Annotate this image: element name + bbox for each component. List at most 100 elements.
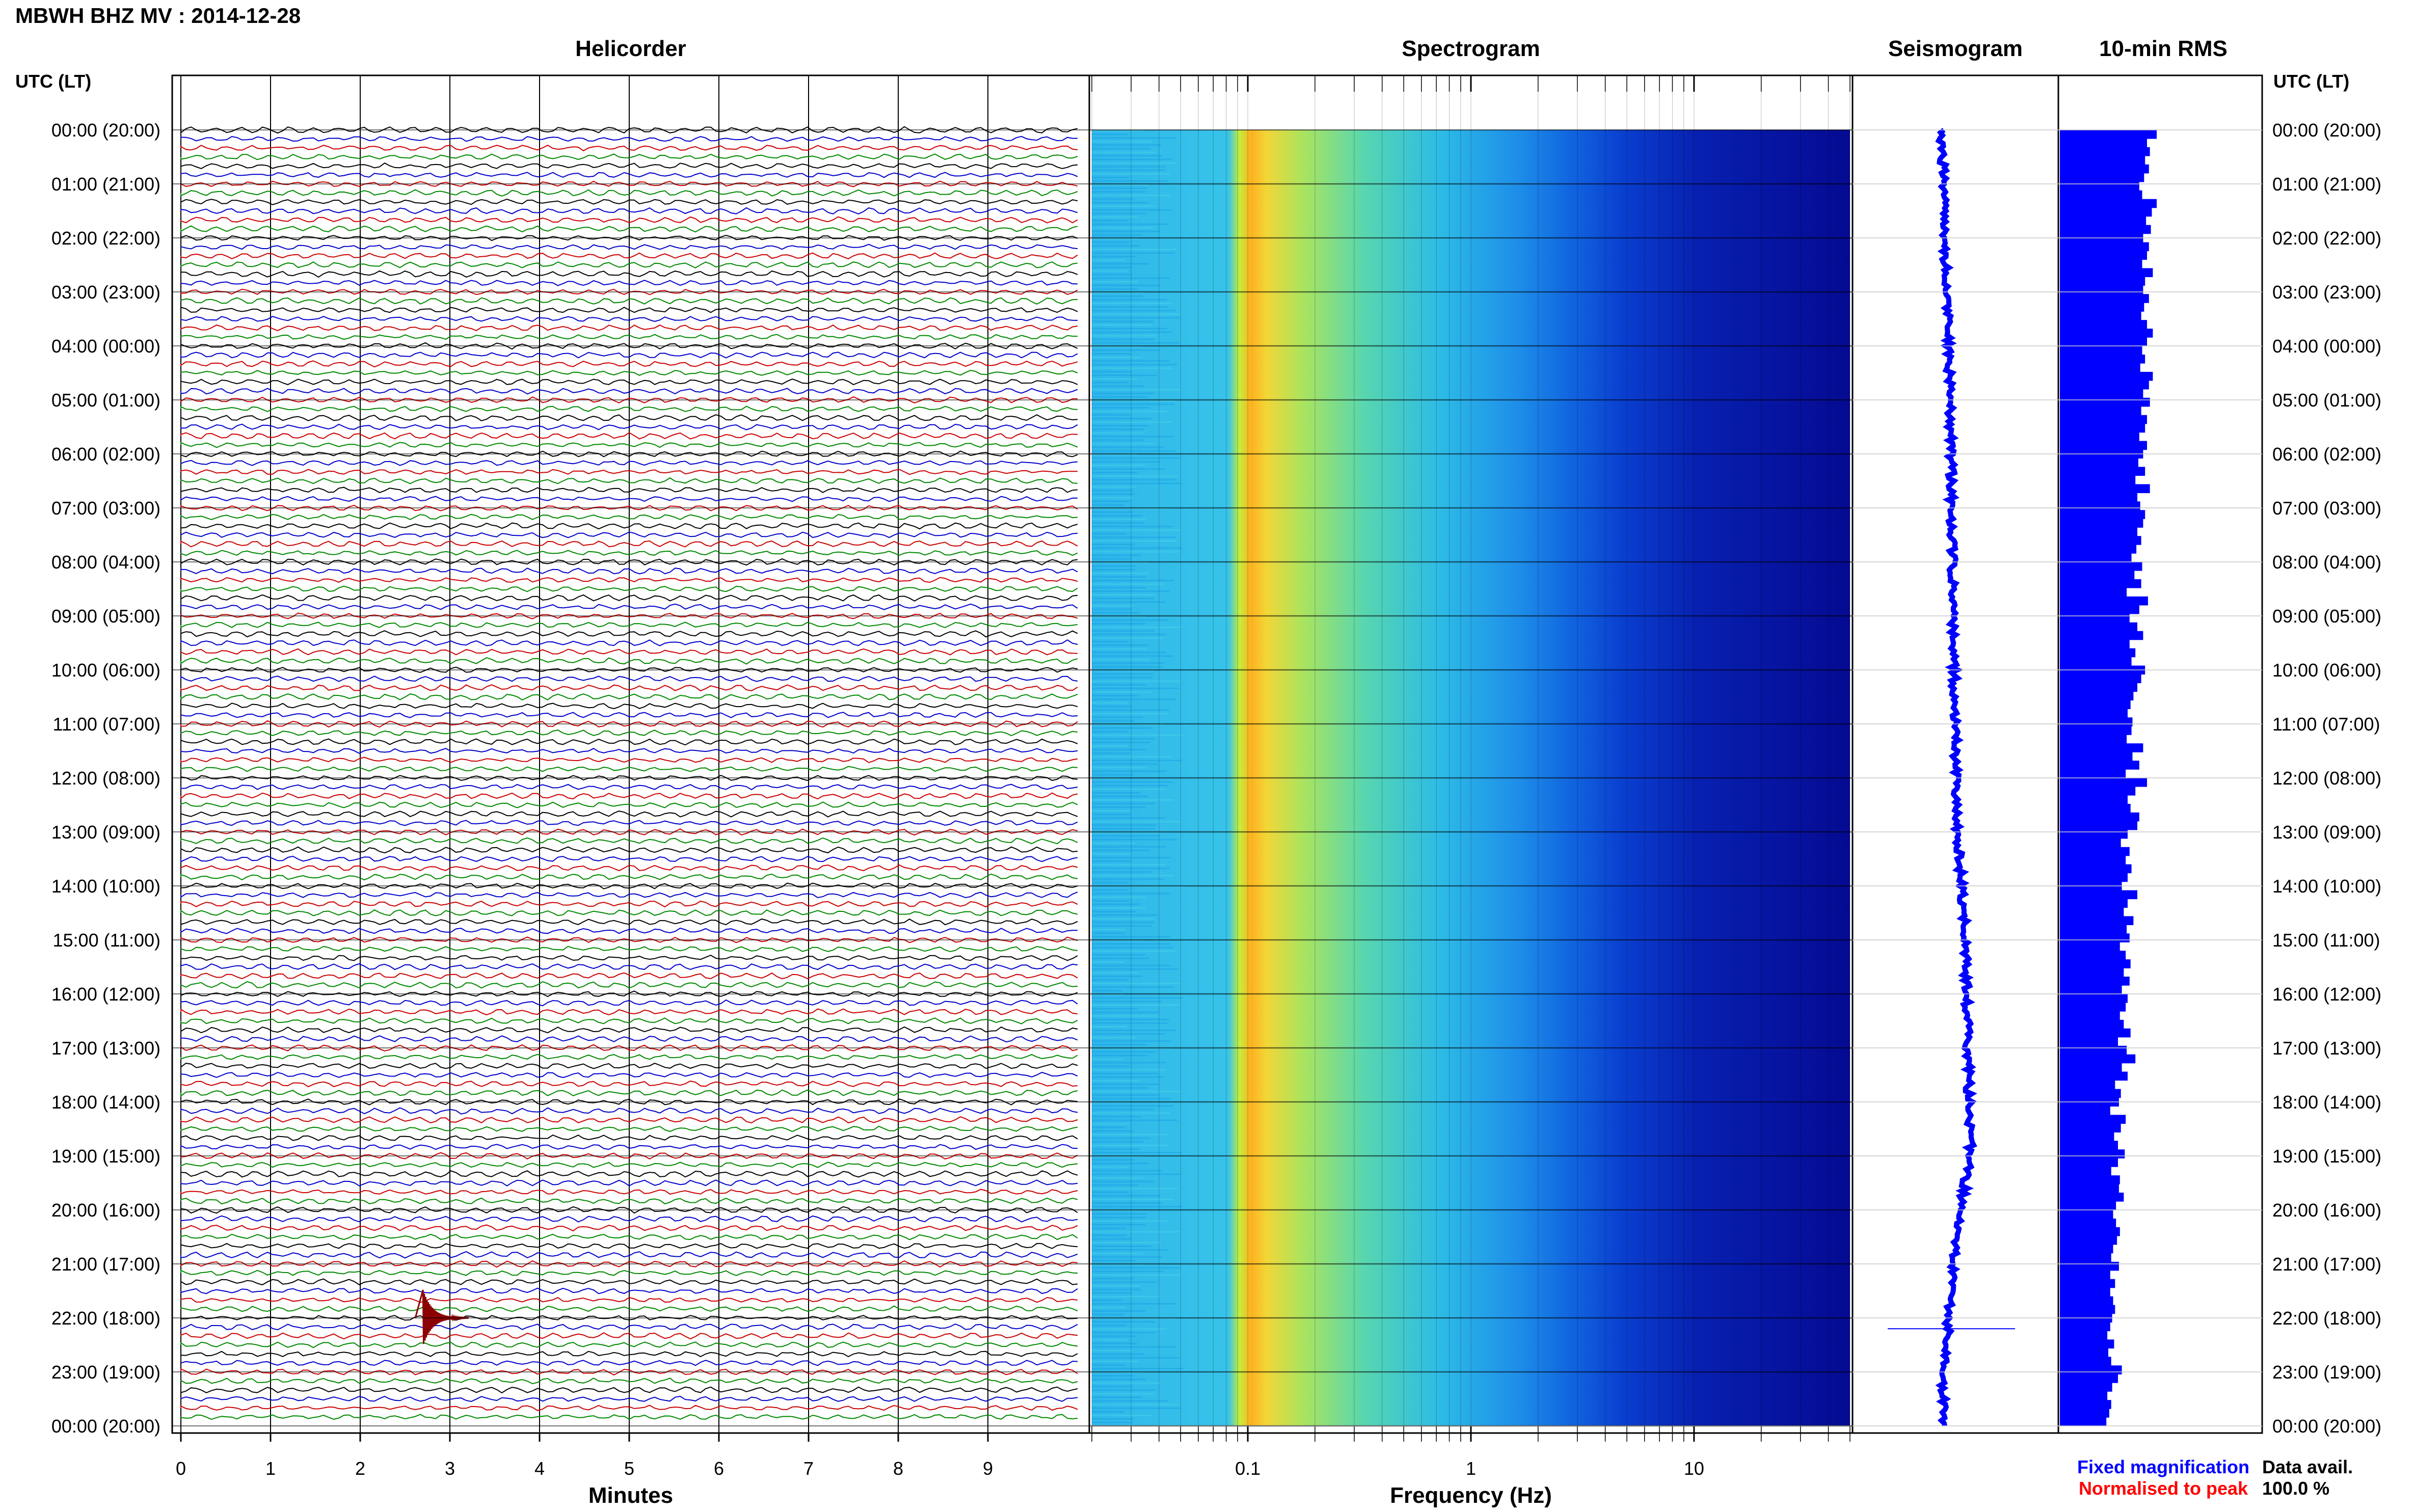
- rms-bar: [2060, 838, 2121, 848]
- spectrogram-noise-line: [1092, 590, 1169, 592]
- spectrogram-noise-line: [1092, 1382, 1161, 1384]
- helicorder-xlabel: Minutes: [588, 1483, 673, 1508]
- time-label-right: 18:00 (14:00): [2272, 1092, 2381, 1113]
- rms-bar: [2060, 890, 2137, 900]
- spectrogram-noise-line: [1092, 1220, 1167, 1222]
- rms-bar: [2060, 674, 2141, 684]
- spectrogram-noise-line: [1092, 1008, 1139, 1010]
- spectrogram-noise-line: [1092, 544, 1134, 546]
- spectrogram-noise-line: [1092, 727, 1153, 729]
- time-label-left: 19:00 (15:00): [51, 1146, 160, 1167]
- x-tick-label: 9: [983, 1458, 993, 1479]
- rms-bar: [2060, 709, 2128, 718]
- helicorder-trace: [180, 766, 1078, 772]
- spectrogram-noise-line: [1092, 497, 1133, 499]
- helicorder-trace: [180, 954, 1078, 961]
- spectrogram-noise-line: [1092, 802, 1156, 804]
- spectrogram-noise-line: [1092, 1015, 1159, 1017]
- spectrogram-noise-line: [1092, 1001, 1163, 1003]
- helicorder-trace: [180, 1026, 1078, 1034]
- helicorder-trace: [180, 423, 1078, 430]
- tz-label-right: UTC (LT): [2273, 71, 2349, 92]
- spectrogram-noise-line: [1092, 453, 1138, 455]
- spectrogram-noise-line: [1092, 1213, 1146, 1215]
- helicorder-trace: [180, 334, 1078, 340]
- spectrogram-noise-line: [1092, 1386, 1134, 1388]
- time-label-left: 00:00 (20:00): [51, 1416, 160, 1437]
- spectrogram-noise-line: [1092, 461, 1161, 463]
- spectrogram-noise-line: [1092, 957, 1149, 959]
- rms-bar: [2060, 1305, 2115, 1314]
- rms-bar: [2060, 1184, 2119, 1193]
- rms-bar: [2060, 579, 2141, 588]
- tz-label-left: UTC (LT): [15, 71, 91, 92]
- spectrogram-noise-line: [1092, 932, 1125, 934]
- helicorder-trace: [180, 1008, 1078, 1016]
- time-label-right: 23:00 (19:00): [2272, 1362, 2381, 1383]
- spectrogram-noise-line: [1092, 1112, 1170, 1114]
- spectrogram-noise-line: [1092, 910, 1137, 912]
- spectrogram-noise-line: [1092, 443, 1155, 445]
- rms-bar: [2060, 493, 2137, 502]
- helicorder-trace: [180, 1251, 1078, 1259]
- spectrogram-noise-line: [1092, 749, 1146, 750]
- rms-bar: [2060, 605, 2139, 614]
- time-label-left: 12:00 (08:00): [51, 768, 160, 789]
- helicorder-trace: [180, 1081, 1078, 1088]
- x-tick-label: 2: [355, 1458, 365, 1479]
- helicorder-trace: [180, 712, 1078, 718]
- helicorder-trace: [180, 820, 1078, 826]
- rms-bar: [2060, 536, 2141, 545]
- spectrogram-noise-line: [1092, 1173, 1181, 1175]
- legend-normalised-peak: Normalised to peak: [2079, 1478, 2248, 1499]
- freq-tick-label: 10: [1684, 1458, 1704, 1479]
- helicorder-trace: [180, 460, 1078, 466]
- rms-bar: [2060, 925, 2127, 934]
- spectrogram-noise-line: [1092, 964, 1171, 966]
- spectrogram-noise-line: [1092, 299, 1168, 301]
- spectrogram-noise-line: [1092, 1231, 1179, 1233]
- helicorder-trace: [180, 1017, 1078, 1024]
- time-label-left: 03:00 (23:00): [51, 282, 160, 303]
- rms-bar: [2060, 1132, 2114, 1141]
- spectrogram-noise-line: [1092, 1145, 1168, 1146]
- time-label-left: 05:00 (01:00): [51, 390, 160, 411]
- spectrogram-noise-line: [1092, 378, 1138, 380]
- rms-bar: [2060, 371, 2153, 381]
- rms-bar: [2060, 951, 2126, 960]
- spectrogram-noise-line: [1092, 1224, 1146, 1226]
- rms-bar: [2060, 285, 2143, 294]
- helicorder-trace: [180, 324, 1078, 332]
- helicorder-trace: [180, 244, 1078, 250]
- spectrogram-noise-line: [1092, 691, 1151, 693]
- rms-bar: [2060, 1417, 2107, 1426]
- helicorder-trace: [180, 999, 1078, 1007]
- spectrogram-noise-line: [1092, 263, 1150, 265]
- spectrogram-noise-line: [1092, 464, 1145, 466]
- x-tick-label: 0: [176, 1458, 186, 1479]
- rms-bar: [2060, 1149, 2125, 1158]
- spectrogram-noise-line: [1092, 155, 1163, 157]
- spectrogram-noise-line: [1092, 1400, 1168, 1402]
- rms-bar: [2060, 147, 2150, 156]
- spectrogram-noise-line: [1092, 968, 1178, 970]
- spectrogram-noise-line: [1092, 961, 1125, 963]
- rms-bar: [2060, 139, 2147, 148]
- spectrogram-noise-line: [1092, 734, 1184, 736]
- spectrogram-noise-line: [1092, 810, 1130, 812]
- spectrogram-noise-line: [1092, 529, 1182, 531]
- helicorder-trace: [180, 873, 1078, 881]
- helicorder-trace: [180, 981, 1078, 989]
- spectrogram-noise-line: [1092, 212, 1146, 214]
- helicorder-trace: [180, 540, 1078, 548]
- helicorder-trace: [180, 280, 1078, 286]
- rms-bar: [2060, 458, 2138, 468]
- x-tick-label: 7: [803, 1458, 814, 1479]
- spectrogram-noise-line: [1092, 407, 1150, 409]
- spectrogram-noise-line: [1092, 277, 1170, 279]
- spectrogram-noise-line: [1092, 1285, 1141, 1287]
- spectrogram-noise-line: [1092, 799, 1173, 801]
- spectrogram-noise-line: [1092, 490, 1133, 492]
- spectrogram-noise-line: [1092, 1396, 1142, 1398]
- rms-bar: [2060, 346, 2142, 355]
